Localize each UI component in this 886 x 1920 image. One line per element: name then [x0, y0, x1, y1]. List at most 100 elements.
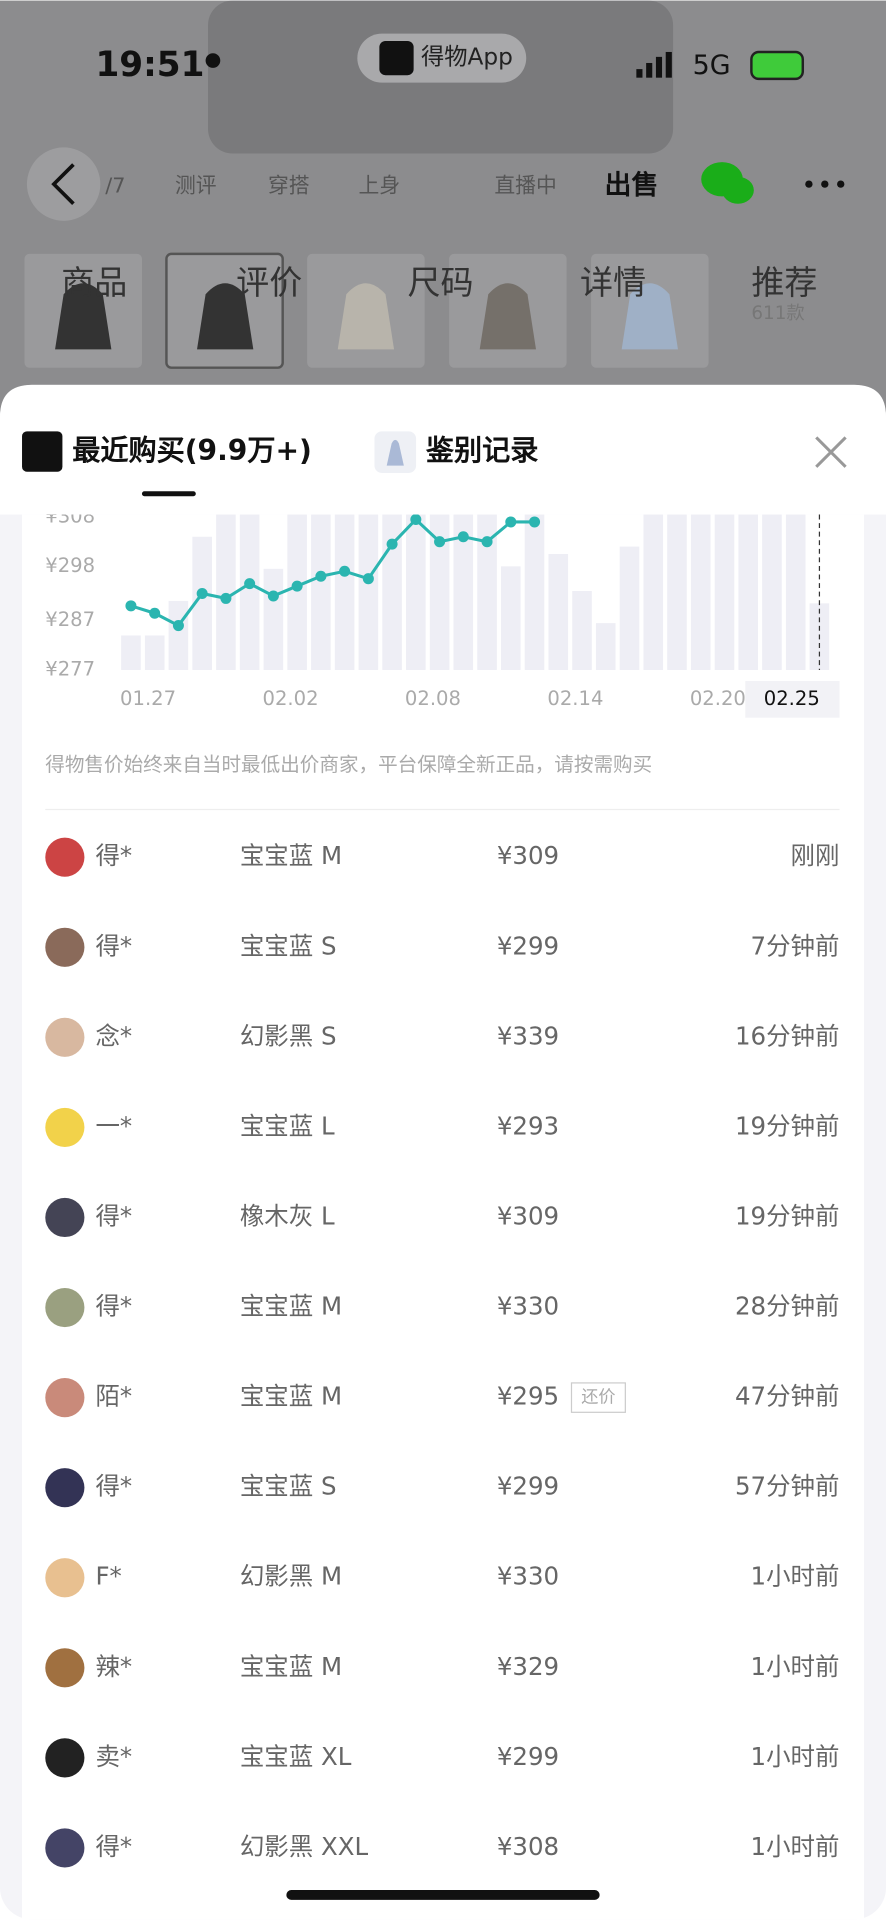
x-tick-label: 02.08: [405, 687, 461, 710]
y-tick-label: ¥277: [45, 657, 95, 680]
y-tick-label: ¥287: [45, 608, 95, 631]
buyer-name: F*: [95, 1562, 121, 1591]
wechat-icon-2: [722, 176, 754, 204]
price-point: [386, 538, 398, 550]
buyer-name: 得*: [95, 931, 132, 960]
price-point: [481, 536, 493, 548]
avatar: [45, 837, 85, 877]
volume-bar: [762, 514, 782, 670]
price-point: [149, 607, 161, 619]
buyer-name: 得*: [95, 1201, 132, 1230]
nav-tab[interactable]: 测评: [175, 174, 217, 198]
volume-bar: [524, 514, 545, 670]
dewu-logo: [22, 431, 63, 472]
product-tab[interactable]: 尺码: [408, 263, 474, 302]
volume-bar: [358, 514, 379, 670]
volume-bar: [453, 514, 474, 670]
tab-underline: [141, 491, 196, 497]
signal-icon: [636, 51, 672, 78]
sheet-tab[interactable]: 鉴别记录: [425, 434, 539, 467]
volume-bar: [619, 546, 640, 670]
nav-tab[interactable]: 上身: [359, 174, 401, 198]
item-price: ¥329: [497, 1652, 559, 1681]
item-price: ¥299: [497, 1742, 559, 1771]
buyer-name: 卖*: [95, 1742, 132, 1771]
avatar: [45, 1828, 85, 1868]
sheet-tab-active[interactable]: 最近购买(9.9万+): [72, 434, 312, 467]
item-price: ¥299: [497, 1472, 559, 1501]
volume-bar: [595, 623, 616, 670]
price-point: [434, 536, 446, 548]
avatar: [45, 1648, 85, 1688]
page-indicator: /7: [105, 174, 125, 198]
volume-bar: [785, 514, 806, 670]
person-icon: [205, 53, 221, 68]
price-point: [410, 513, 422, 525]
purchase-time: 19分钟前: [735, 1111, 840, 1140]
network: 5G: [693, 50, 731, 81]
purchase-time: 19分钟前: [735, 1201, 840, 1230]
sell-button[interactable]: 出售: [605, 169, 659, 201]
volume-bar: [477, 514, 497, 670]
price-point: [457, 531, 469, 543]
close-button[interactable]: [815, 436, 847, 468]
back-button[interactable]: [26, 147, 101, 221]
price-point: [244, 578, 256, 590]
purchase-time: 1小时前: [751, 1652, 840, 1681]
purchase-time: 1小时前: [751, 1742, 840, 1771]
product-tab[interactable]: 详情: [580, 263, 646, 302]
item-spec: 幻影黑 M: [240, 1562, 342, 1591]
item-spec: 幻影黑 S: [240, 1021, 337, 1050]
volume-bar: [406, 514, 426, 670]
purchase-time: 1小时前: [751, 1562, 840, 1591]
buyer-name: 念*: [95, 1021, 132, 1050]
y-tick-label: ¥298: [45, 554, 95, 577]
tag-box: [570, 1382, 626, 1413]
volume-bar: [548, 554, 569, 670]
avatar: [45, 1378, 85, 1418]
item-price: ¥339: [497, 1021, 559, 1050]
item-spec: 宝宝蓝 M: [240, 1292, 342, 1321]
price-point: [505, 516, 517, 528]
recommend-count: 611款: [751, 303, 804, 324]
app-logo: [379, 40, 414, 76]
avatar: [45, 1558, 85, 1598]
item-price: ¥309: [497, 841, 559, 870]
volume-bar: [263, 568, 284, 670]
buyer-name: 得*: [95, 1472, 132, 1501]
volume-bar: [239, 514, 260, 670]
price-point: [220, 592, 232, 604]
product-tab[interactable]: 推荐: [751, 263, 817, 302]
x-tick-label: 02.20: [690, 687, 746, 710]
buyer-name: 得*: [95, 841, 132, 870]
x-tick-label: 02.25: [764, 687, 820, 710]
volume-bar: [192, 536, 212, 670]
price-point: [125, 600, 137, 612]
item-price: ¥299: [497, 931, 559, 960]
nav-tab[interactable]: 直播中: [494, 174, 556, 198]
nav-tab[interactable]: 穿搭: [268, 174, 310, 198]
volume-bar: [429, 514, 450, 670]
price-point: [339, 565, 351, 577]
price-point: [529, 516, 541, 528]
volume-bar: [168, 600, 189, 670]
x-highlight: [745, 680, 840, 718]
product-tab[interactable]: 评价: [236, 263, 302, 302]
buyer-name: 陌*: [95, 1382, 132, 1411]
item-spec: 宝宝蓝 L: [240, 1111, 335, 1140]
avatar: [45, 1017, 85, 1057]
item-price: ¥330: [497, 1562, 559, 1591]
volume-bar: [311, 514, 331, 670]
product-tab[interactable]: 商品: [61, 263, 127, 302]
sheet-header: [0, 384, 886, 515]
purchase-time: 1小时前: [751, 1832, 840, 1861]
volume-bar: [334, 514, 355, 670]
purchase-time: 47分钟前: [735, 1382, 840, 1411]
item-price: ¥309: [497, 1201, 559, 1230]
more-button[interactable]: [805, 180, 845, 188]
item-price: ¥295: [497, 1382, 559, 1411]
volume-bar: [738, 514, 758, 670]
